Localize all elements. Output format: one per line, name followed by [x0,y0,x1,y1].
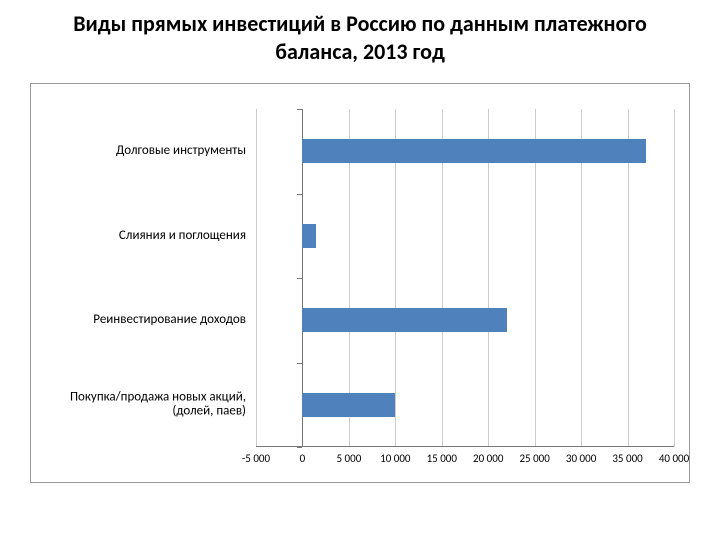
x-tick-label: 25 000 [519,452,549,465]
gridline [674,109,675,447]
bar [302,308,506,332]
category-tick [297,447,302,448]
category-label: Покупка/продажа новых акций, (долей, пае… [46,390,256,419]
x-tick-label: 15 000 [427,452,457,465]
bar [302,393,395,417]
x-tick-label: 35 000 [612,452,642,465]
category-tick [297,109,302,110]
category-label: Долговые инструменты [46,144,256,158]
plot-area: -5 00005 00010 00015 00020 00025 00030 0… [256,109,674,447]
x-tick-label: 30 000 [566,452,596,465]
x-tick-label: 40 000 [659,452,689,465]
category-label: Реинвестирование доходов [46,313,256,327]
bar [302,139,646,163]
bar [302,224,316,248]
x-tick-label: -5 000 [242,452,270,465]
x-tick-label: 5 000 [336,452,361,465]
x-tick-label: 0 [300,452,306,465]
x-axis [256,446,674,447]
gridline [256,109,257,447]
category-tick [297,194,302,195]
category-label: Слияния и поглощения [46,229,256,243]
x-tick-label: 10 000 [380,452,410,465]
category-tick [297,278,302,279]
category-tick [297,363,302,364]
x-tick-label: 20 000 [473,452,503,465]
slide-title: Виды прямых инвестиций в Россию по данны… [0,0,720,65]
invest-chart: -5 000 0 5 000 10 000 15 000 20 000 25 000 30 0… [30,83,690,483]
